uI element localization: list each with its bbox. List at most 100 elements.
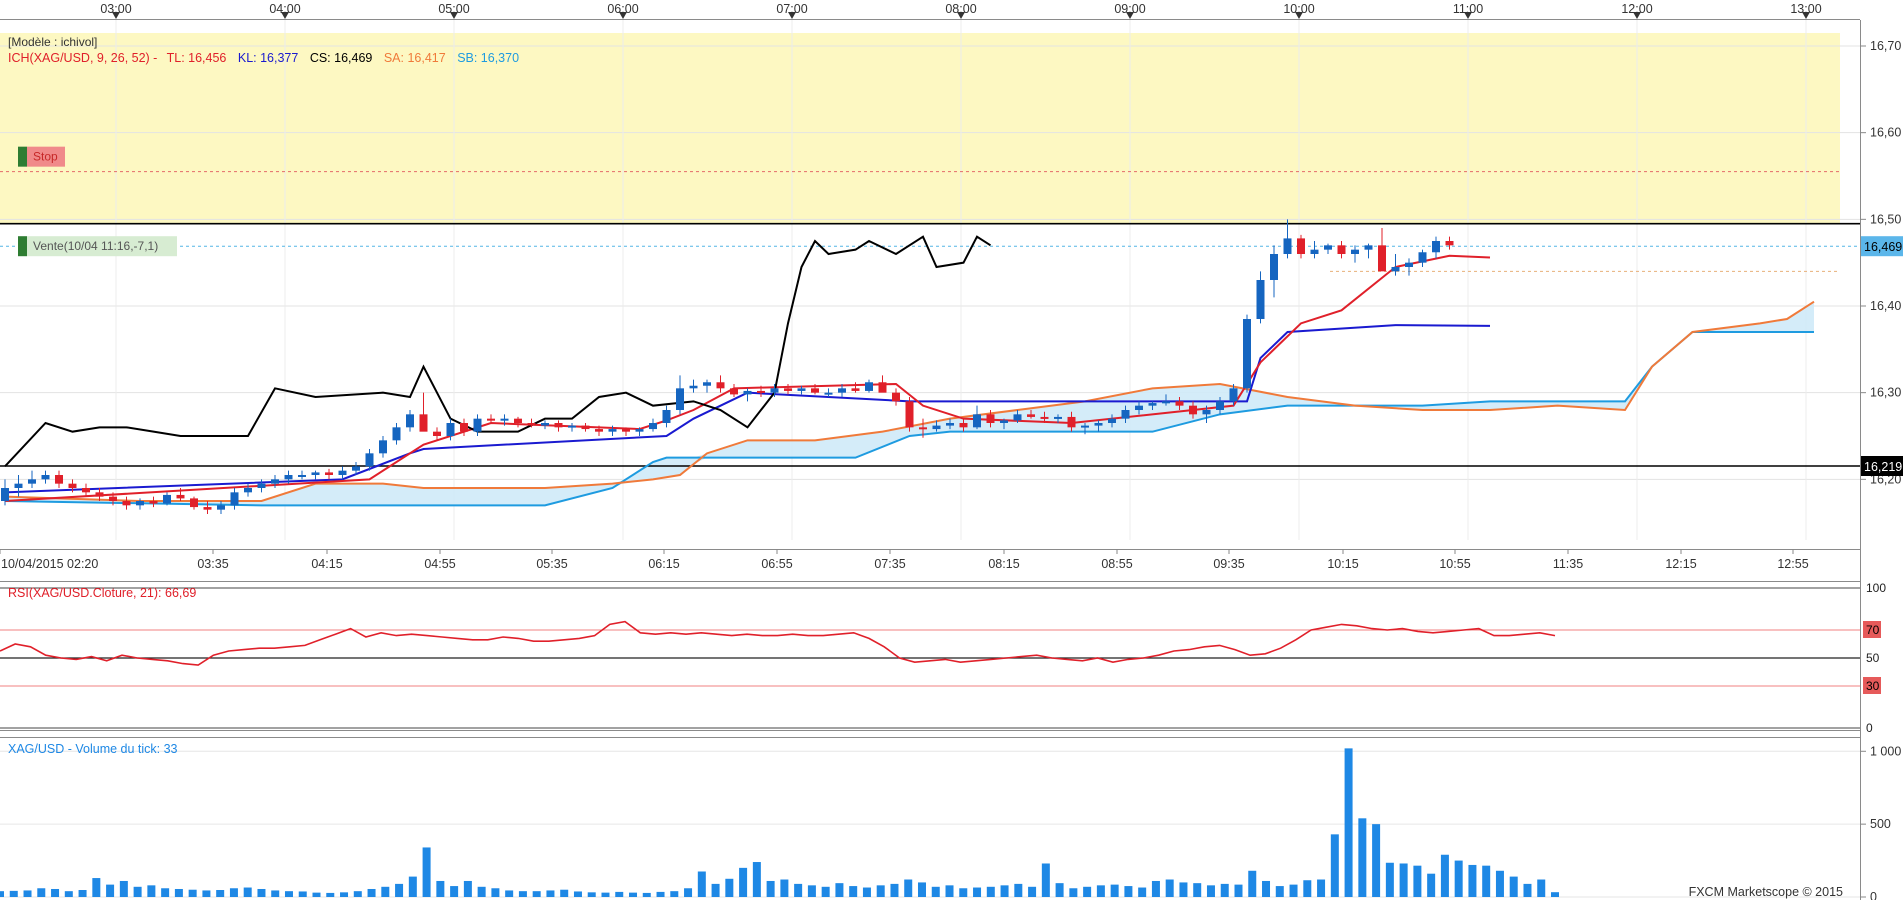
candle-body: [163, 494, 171, 504]
candle-body: [68, 483, 77, 488]
order-markers[interactable]: Stop Vente(10/04 11:16,-7,1): [18, 146, 177, 257]
price-scale[interactable]: 16,7016,6016,5016,4016,3016,2016,46916,2…: [1860, 20, 1903, 900]
price-panel[interactable]: Stop Vente(10/04 11:16,-7,1): [0, 20, 1860, 540]
volume-bar: [463, 880, 472, 897]
volume-bar: [1303, 880, 1312, 897]
volume-bar: [518, 891, 527, 897]
volume-bar: [766, 880, 775, 897]
candle-body: [1324, 245, 1332, 250]
volume-bar: [1165, 879, 1174, 897]
volume-bar: [1041, 863, 1050, 897]
volume-bar: [216, 890, 225, 897]
candle-body: [973, 414, 981, 428]
price-scale-ticks: 16,7016,6016,5016,4016,3016,2016,46916,2…: [1860, 39, 1903, 486]
bottom-tick-label: 04:15: [311, 557, 342, 571]
volume-bar: [656, 891, 665, 897]
volume-bar: [1289, 884, 1298, 897]
volume-bar: [849, 886, 858, 897]
candle-body: [1432, 241, 1440, 253]
candle-body: [1094, 423, 1103, 426]
rsi-line: [0, 620, 1556, 666]
volume-bar: [0, 891, 4, 897]
volume-bar: [821, 886, 830, 897]
candle-body: [1378, 245, 1386, 272]
candle-body: [838, 388, 846, 393]
volume-bar: [298, 891, 307, 897]
top-tick-marker: [619, 12, 627, 19]
template-label: [Modèle : ichivol]: [8, 35, 97, 49]
candle-body: [122, 501, 131, 506]
volume-bar: [1234, 884, 1243, 897]
candle-body: [1027, 414, 1035, 417]
candle-body: [244, 488, 252, 493]
rsi-panel[interactable]: 100 70 50 30 0: [0, 581, 1886, 735]
candle-body: [230, 492, 239, 506]
candle-body: [1108, 418, 1116, 423]
volume-bar: [1427, 873, 1436, 897]
candlesticks: [1, 219, 1454, 514]
ichimoku-legend-tl: TL: 16,456: [167, 51, 227, 65]
volume-bar: [312, 892, 321, 897]
volume-bar: [9, 890, 18, 897]
volume-bar: [1248, 870, 1257, 897]
top-tick-marker: [450, 12, 458, 19]
volume-bar: [711, 883, 720, 897]
chikou-span-line: [4, 235, 992, 468]
volume-bar: [1151, 880, 1160, 897]
candle-body: [446, 423, 455, 436]
bottom-axis-ticks: 10/04/2015 02:20 03:35 04:15 04:55 05:35 06:1…: [0, 549, 1809, 571]
volume-bar: [133, 886, 142, 897]
candle-body: [905, 401, 914, 428]
top-tick-label: 12:00: [1621, 2, 1652, 16]
candle-body: [1081, 425, 1089, 428]
bottom-tick-label: 10/04/2015 02:20: [1, 557, 98, 571]
volume-panel[interactable]: 1 000 500 0: [0, 737, 1901, 900]
volume-bar: [1262, 880, 1271, 897]
volume-bar: [835, 883, 844, 897]
candle-body: [581, 425, 590, 430]
volume-bar: [642, 892, 651, 897]
candle-body: [541, 423, 549, 426]
candle-body: [217, 505, 225, 510]
volume-bar: [326, 892, 335, 897]
candle-body: [500, 418, 509, 421]
volume-bar: [629, 892, 638, 897]
candle-body: [28, 479, 36, 484]
candle-body: [365, 453, 374, 467]
candle-body: [95, 492, 104, 497]
ichimoku-legend-cs: CS: 16,469: [310, 51, 373, 65]
volume-bar: [1358, 818, 1367, 897]
candle-body: [311, 472, 320, 475]
candle-body: [1283, 238, 1292, 254]
bottom-tick-label: 10:55: [1439, 557, 1470, 571]
candle-body: [514, 418, 522, 423]
candle-body: [271, 479, 279, 484]
candle-body: [379, 440, 387, 454]
volume-bar: [1179, 882, 1188, 897]
rsi-gridlines: [0, 587, 1860, 729]
volume-bar: [1083, 886, 1092, 897]
candle-body: [473, 418, 482, 432]
volume-legend: XAG/USD - Volume du tick: 33: [8, 742, 178, 756]
stop-marker-box: [27, 146, 65, 167]
candle-body: [730, 388, 738, 395]
volume-bar: [1330, 834, 1339, 897]
rsi-level-tag: [1863, 621, 1881, 638]
volume-bar: [395, 883, 404, 897]
volume-bar: [1344, 748, 1353, 897]
volume-bar: [739, 867, 748, 897]
candle-body: [14, 483, 23, 488]
volume-bar: [422, 847, 431, 897]
top-axis-background: [0, 0, 1903, 20]
candle-body: [487, 418, 495, 421]
sell-marker-box: [27, 236, 177, 257]
candle-body: [190, 498, 198, 508]
rsi-level-tag: [1863, 677, 1881, 694]
candle-body: [1054, 416, 1062, 419]
ichimoku-legend-kl: KL: 16,377: [238, 51, 299, 65]
volume-bar: [1206, 885, 1215, 897]
candle-body: [1135, 405, 1143, 410]
bottom-tick-label: 11:35: [1553, 557, 1583, 571]
candle-body: [689, 385, 698, 389]
